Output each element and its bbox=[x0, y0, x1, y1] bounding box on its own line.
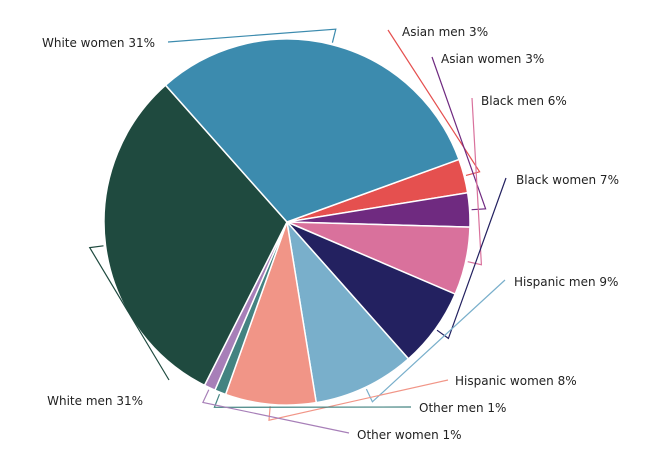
label-white-men: White men 31% bbox=[47, 394, 143, 408]
leader-line-hispanic-men bbox=[365, 279, 506, 403]
slice-hispanic-men bbox=[285, 219, 410, 404]
leader-lines bbox=[88, 28, 507, 434]
label-hispanic-men: Hispanic men 9% bbox=[514, 275, 618, 289]
leader-line-other-men bbox=[213, 393, 412, 408]
leader-line-other-women bbox=[202, 389, 350, 434]
label-black-women: Black women 7% bbox=[516, 173, 619, 187]
label-white-women: White women 31% bbox=[42, 36, 155, 50]
label-asian-women: Asian women 3% bbox=[441, 52, 544, 66]
slice-white-men bbox=[103, 84, 288, 387]
slice-white-women bbox=[164, 38, 460, 223]
leader-line-white-men bbox=[88, 245, 170, 381]
label-black-men: Black men 6% bbox=[481, 94, 567, 108]
leader-line-black-women bbox=[436, 177, 507, 340]
label-other-women: Other women 1% bbox=[357, 428, 462, 442]
leader-line-black-men bbox=[467, 97, 483, 266]
slice-labels: Asian men 3% Asian women 3% Black men 6% Bl… bbox=[42, 25, 619, 442]
leader-line-hispanic-women bbox=[268, 379, 449, 421]
label-other-men: Other men 1% bbox=[419, 401, 506, 415]
leader-line-asian-women bbox=[431, 56, 487, 211]
label-hispanic-women: Hispanic women 8% bbox=[455, 374, 577, 388]
slice-hispanic-women bbox=[224, 221, 318, 406]
pie-slices bbox=[103, 38, 471, 406]
leader-line-white-women bbox=[167, 28, 337, 43]
leader-line-asian-men bbox=[387, 29, 481, 176]
label-asian-men: Asian men 3% bbox=[402, 25, 488, 39]
